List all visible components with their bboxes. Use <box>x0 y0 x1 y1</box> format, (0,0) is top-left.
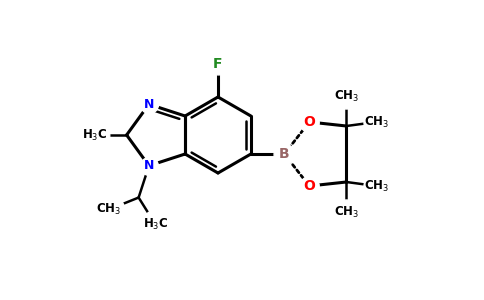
Text: F: F <box>213 57 223 70</box>
Text: O: O <box>303 115 315 129</box>
Text: CH$_3$: CH$_3$ <box>364 178 389 194</box>
Text: H$_3$C: H$_3$C <box>143 218 168 232</box>
Text: CH$_3$: CH$_3$ <box>334 88 359 104</box>
Text: H$_3$C: H$_3$C <box>82 128 107 142</box>
Text: N: N <box>144 159 154 172</box>
Text: N: N <box>144 98 154 111</box>
Text: B: B <box>279 147 289 161</box>
Text: O: O <box>303 179 315 193</box>
Text: CH$_3$: CH$_3$ <box>96 202 121 217</box>
Text: CH$_3$: CH$_3$ <box>334 205 359 220</box>
Text: CH$_3$: CH$_3$ <box>364 114 389 130</box>
